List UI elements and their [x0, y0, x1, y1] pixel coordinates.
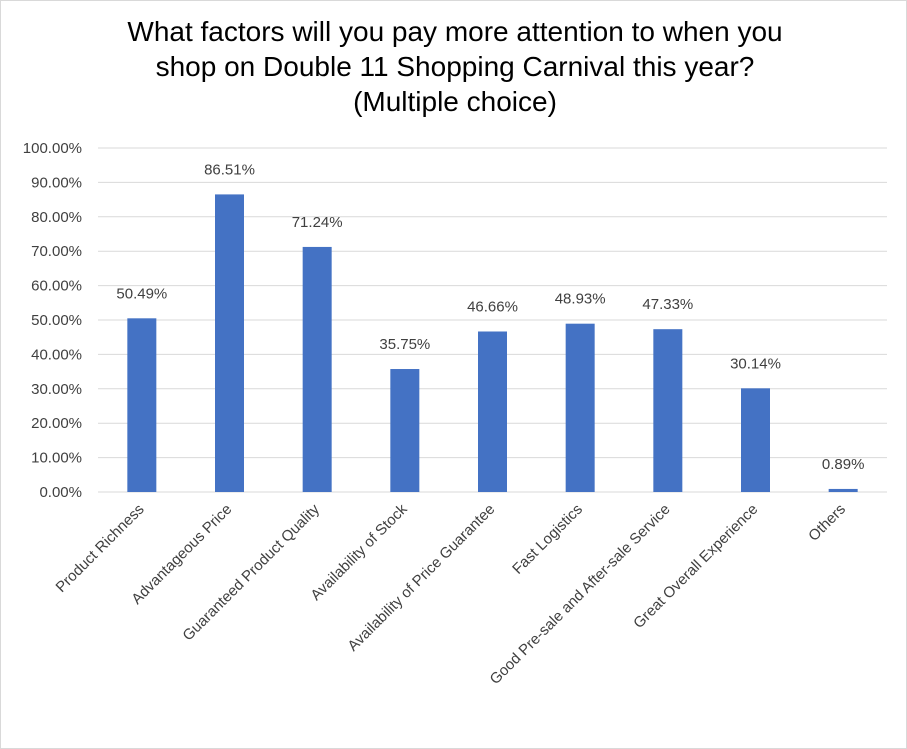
y-tick-label: 90.00%	[31, 174, 82, 191]
bar	[828, 488, 858, 492]
y-tick-label: 100.00%	[23, 140, 82, 157]
bar	[478, 331, 507, 492]
bar	[565, 323, 595, 492]
data-label: 30.14%	[730, 355, 781, 372]
chart-title: What factors will you pay more attention…	[40, 14, 870, 119]
bar	[127, 318, 157, 492]
data-label: 46.66%	[467, 298, 518, 315]
y-tick-label: 20.00%	[31, 415, 82, 432]
y-tick-label: 70.00%	[31, 243, 82, 260]
chart-title-line-3: (Multiple choice)	[353, 86, 557, 117]
y-tick-label: 10.00%	[31, 450, 82, 467]
x-tick-label: Good Pre-sale and After-sale Service	[487, 501, 674, 688]
bar	[390, 369, 420, 492]
y-axis-tick-labels: 0.00% 10.00% 20.00% 30.00% 40.00% 50.00% 60.00…	[23, 140, 82, 501]
y-tick-label: 50.00%	[31, 312, 82, 329]
x-tick-label: Availability of Price Guarantee	[344, 501, 498, 655]
y-tick-label: 30.00%	[31, 381, 82, 398]
chart-title-line-2: shop on Double 11 Shopping Carnival this…	[155, 51, 755, 82]
x-tick-label: Availability of Stock	[307, 500, 411, 604]
data-label: 35.75%	[379, 336, 430, 353]
data-label: 47.33%	[642, 296, 693, 313]
x-tick-label: Others	[805, 501, 849, 545]
x-tick-label: Fast Logistics	[509, 501, 586, 578]
bar	[215, 194, 244, 493]
x-tick-label: Product Richness	[53, 501, 148, 596]
y-tick-label: 80.00%	[31, 209, 82, 226]
y-tick-label: 60.00%	[31, 278, 82, 295]
data-label: 50.49%	[116, 285, 167, 302]
bar	[302, 246, 332, 492]
data-label: 0.89%	[822, 456, 865, 473]
bars	[127, 194, 858, 493]
data-label: 86.51%	[204, 161, 255, 178]
chart-title-line-1: What factors will you pay more attention…	[127, 16, 783, 47]
data-labels: 50.49% 86.51% 71.24% 35.75% 46.66% 48.93% 47.3…	[116, 161, 864, 473]
bar	[653, 329, 683, 492]
bar	[741, 388, 770, 492]
y-tick-label: 0.00%	[39, 484, 82, 501]
data-label: 48.93%	[555, 291, 606, 308]
y-tick-label: 40.00%	[31, 346, 82, 363]
data-label: 71.24%	[292, 214, 343, 231]
